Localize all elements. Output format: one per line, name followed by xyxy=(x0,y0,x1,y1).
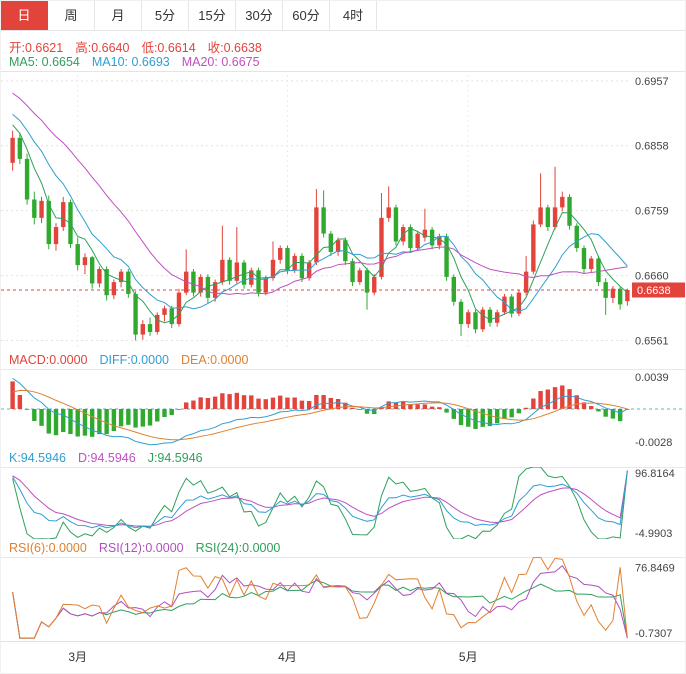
y-axis-label: 0.0039 xyxy=(635,372,669,384)
x-axis-label: 4月 xyxy=(278,650,297,664)
ma20-line xyxy=(12,92,628,295)
x-axis-label: 5月 xyxy=(458,650,478,664)
j-line xyxy=(12,467,628,539)
rsi6-line xyxy=(12,557,628,639)
y-axis-label: 76.8469 xyxy=(635,562,675,574)
legend-item: K:94.5946 xyxy=(9,451,66,465)
legend-item: DEA:0.0000 xyxy=(181,353,249,367)
legend-item: MACD:0.0000 xyxy=(9,353,88,367)
legend-item: RSI(24):0.0000 xyxy=(195,541,281,555)
timeframe-tab-8[interactable]: 4时 xyxy=(330,1,377,30)
timeframe-tab-4[interactable]: 5分 xyxy=(142,1,189,30)
legend-item: 高:0.6640 xyxy=(75,41,130,55)
rsi12-line xyxy=(12,564,628,639)
rsi-legend: RSI(6):0.0000 RSI(12):0.0000 RSI(24):0.000… xyxy=(9,541,292,557)
timeframe-toolbar: 日周月 5分 15分 30分 60分 4时 xyxy=(1,1,685,31)
legend-item: MA20: 0.6675 xyxy=(181,55,260,69)
dea-line xyxy=(12,389,628,441)
current-price-badge xyxy=(632,282,685,298)
rsi-chart[interactable]: 76.8469 -0.7307 xyxy=(1,557,686,639)
legend-item: J:94.5946 xyxy=(147,451,203,465)
y-axis-label: 0.6759 xyxy=(635,206,669,218)
ma-legend: MA5: 0.6654 MA10: 0.6693 MA20: 0.6675 xyxy=(9,55,272,71)
legend-item: MA5: 0.6654 xyxy=(9,55,80,69)
timeframe-tab-3[interactable]: 月 xyxy=(95,1,142,30)
timeframe-tab-5[interactable]: 15分 xyxy=(189,1,236,30)
ma5-line xyxy=(12,124,628,324)
rsi24-line xyxy=(12,579,628,639)
main-candlestick-chart[interactable]: 0.6957 0.6858 0.6759 0.6660 0.6561 0.6638 xyxy=(1,71,686,349)
ma10-line xyxy=(12,113,628,313)
d-line xyxy=(12,470,628,527)
macd-legend: MACD:0.0000 DIFF:0.0000 DEA:0.0000 xyxy=(9,353,260,369)
candles xyxy=(10,130,630,341)
macd-chart[interactable]: 0.0039 -0.0028 xyxy=(1,369,686,449)
legend-item: D:94.5946 xyxy=(78,451,136,465)
y-axis-label: 0.6957 xyxy=(635,76,669,88)
y-axis-label: -0.7307 xyxy=(635,628,672,639)
y-axis-label: 0.6561 xyxy=(635,335,669,347)
y-axis-label: 0.6858 xyxy=(635,141,669,153)
timeframe-tab-6[interactable]: 30分 xyxy=(236,1,283,30)
legend-item: 收:0.6638 xyxy=(207,41,262,55)
legend-item: MA10: 0.6693 xyxy=(91,55,170,69)
ohlc-legend: 开:0.6621 高:0.6640 低:0.6614 收:0.6638 xyxy=(9,37,274,55)
legend-item: RSI(12):0.0000 xyxy=(98,541,184,555)
kdj-legend: K:94.5946 D:94.5946 J:94.5946 xyxy=(9,451,215,467)
y-axis-label: 0.6660 xyxy=(635,271,669,283)
kdj-chart[interactable]: 96.8164 -4.9903 xyxy=(1,467,686,539)
legend-item: RSI(6):0.0000 xyxy=(9,541,87,555)
k-line xyxy=(12,470,628,529)
timeframe-tab-1[interactable]: 日 xyxy=(1,1,48,30)
timeframe-tab-7[interactable]: 60分 xyxy=(283,1,330,30)
y-axis-label: 96.8164 xyxy=(635,468,675,480)
y-axis-label: -4.9903 xyxy=(635,528,672,539)
timeframe-tab-2[interactable]: 周 xyxy=(48,1,95,30)
legend-item: 低:0.6614 xyxy=(141,41,196,55)
legend-item: 开:0.6621 xyxy=(9,41,64,55)
legend-item: DIFF:0.0000 xyxy=(99,353,169,367)
current-price-badge-label: 0.6638 xyxy=(637,285,671,297)
x-axis: 3月 4月 5月 xyxy=(1,641,685,673)
x-axis-label: 3月 xyxy=(68,650,88,664)
y-axis-label: -0.0028 xyxy=(635,437,672,449)
